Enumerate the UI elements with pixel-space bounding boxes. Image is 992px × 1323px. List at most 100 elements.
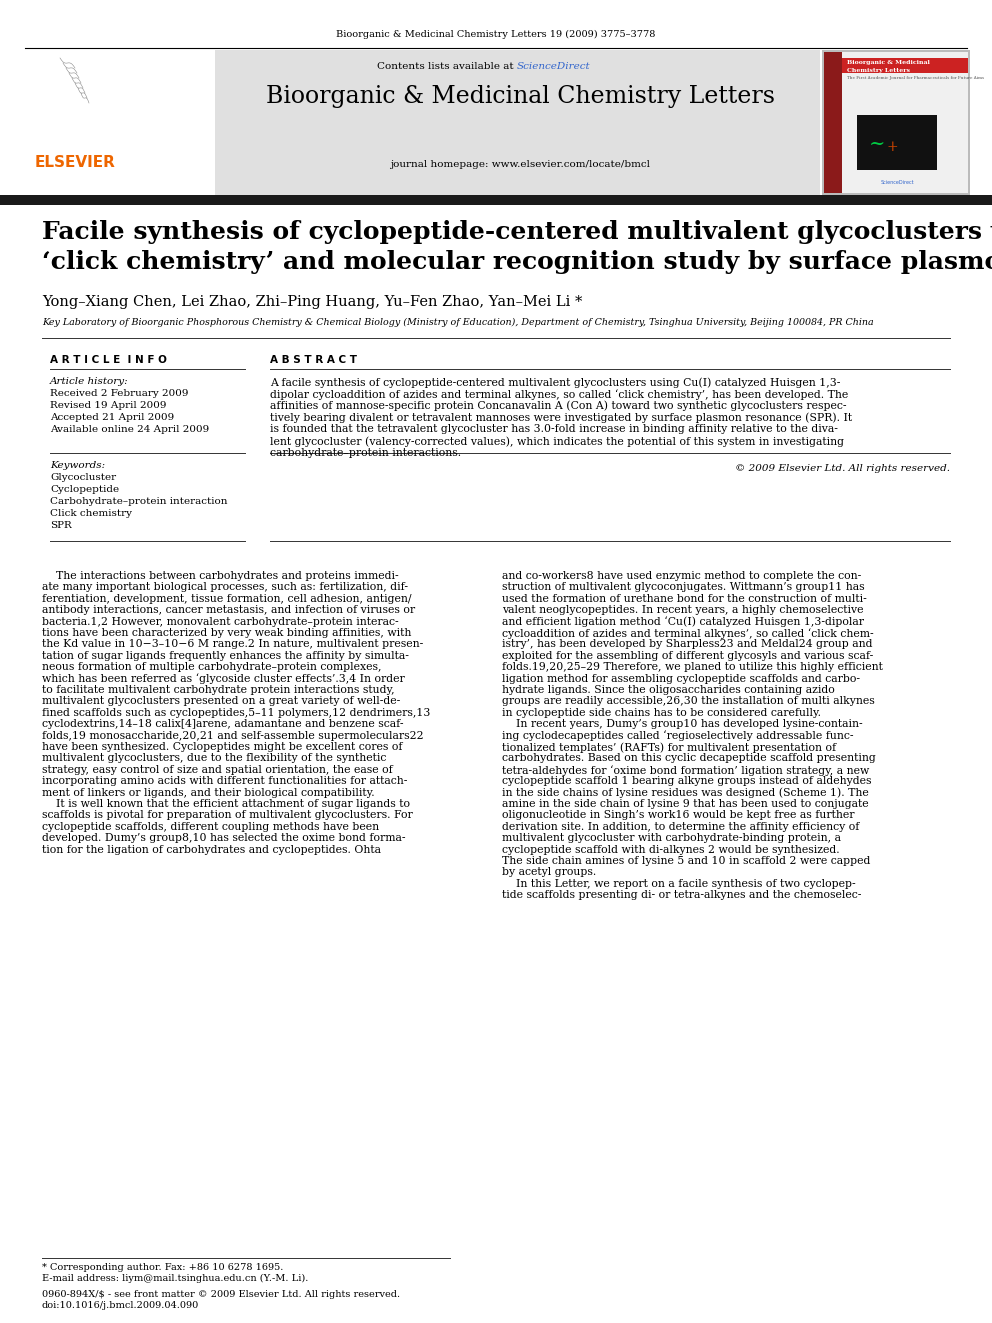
Text: valent neoglycopeptides. In recent years, a highly chemoselective: valent neoglycopeptides. In recent years… bbox=[502, 605, 863, 615]
Text: developed. Dumy’s group8,10 has selected the oxime bond forma-: developed. Dumy’s group8,10 has selected… bbox=[42, 833, 406, 843]
Text: Available online 24 April 2009: Available online 24 April 2009 bbox=[50, 425, 209, 434]
Text: lent glycocluster (valency-corrected values), which indicates the potential of t: lent glycocluster (valency-corrected val… bbox=[270, 437, 844, 447]
Text: affinities of mannose-specific protein Concanavalin A (Con A) toward two synthet: affinities of mannose-specific protein C… bbox=[270, 401, 846, 411]
Text: strategy, easy control of size and spatial orientation, the ease of: strategy, easy control of size and spati… bbox=[42, 765, 393, 775]
Text: Yong–Xiang Chen, Lei Zhao, Zhi–Ping Huang, Yu–Fen Zhao, Yan–Mei Li *: Yong–Xiang Chen, Lei Zhao, Zhi–Ping Huan… bbox=[42, 295, 582, 310]
Bar bbox=[842, 58, 968, 73]
Text: amine in the side chain of lysine 9 that has been used to conjugate: amine in the side chain of lysine 9 that… bbox=[502, 799, 869, 808]
Bar bbox=[857, 115, 937, 169]
Text: scaffolds is pivotal for preparation of multivalent glycoclusters. For: scaffolds is pivotal for preparation of … bbox=[42, 811, 413, 820]
Text: A facile synthesis of cyclopeptide-centered multivalent glycoclusters using Cu(I: A facile synthesis of cyclopeptide-cente… bbox=[270, 377, 840, 388]
Text: SPR: SPR bbox=[50, 521, 71, 531]
Text: cyclodextrins,14–18 calix[4]arene, adamantane and benzene scaf-: cyclodextrins,14–18 calix[4]arene, adama… bbox=[42, 720, 404, 729]
Bar bbox=[215, 50, 820, 194]
Text: © 2009 Elsevier Ltd. All rights reserved.: © 2009 Elsevier Ltd. All rights reserved… bbox=[735, 463, 950, 472]
Text: cyclopeptide scaffolds, different coupling methods have been: cyclopeptide scaffolds, different coupli… bbox=[42, 822, 379, 832]
Text: istry’, has been developed by Sharpless23 and Meldal24 group and: istry’, has been developed by Sharpless2… bbox=[502, 639, 873, 650]
Text: tions have been characterized by very weak binding affinities, with: tions have been characterized by very we… bbox=[42, 628, 412, 638]
Text: exploited for the assembling of different glycosyls and various scaf-: exploited for the assembling of differen… bbox=[502, 651, 873, 660]
Text: in cyclopeptide side chains has to be considered carefully.: in cyclopeptide side chains has to be co… bbox=[502, 708, 821, 718]
Text: Received 2 February 2009: Received 2 February 2009 bbox=[50, 389, 188, 398]
Text: hydrate ligands. Since the oligosaccharides containing azido: hydrate ligands. Since the oligosacchari… bbox=[502, 685, 834, 695]
Text: ‘click chemistry’ and molecular recognition study by surface plasmon resonance: ‘click chemistry’ and molecular recognit… bbox=[42, 250, 992, 274]
Text: The interactions between carbohydrates and proteins immedi-: The interactions between carbohydrates a… bbox=[42, 572, 399, 581]
Text: have been synthesized. Cyclopeptides might be excellent cores of: have been synthesized. Cyclopeptides mig… bbox=[42, 742, 403, 751]
Text: In recent years, Dumy’s group10 has developed lysine-contain-: In recent years, Dumy’s group10 has deve… bbox=[502, 720, 863, 729]
Text: cyclopeptide scaffold 1 bearing alkyne groups instead of aldehydes: cyclopeptide scaffold 1 bearing alkyne g… bbox=[502, 777, 872, 786]
Text: A R T I C L E  I N F O: A R T I C L E I N F O bbox=[50, 355, 167, 365]
Text: and efficient ligation method ‘Cu(I) catalyzed Huisgen 1,3-dipolar: and efficient ligation method ‘Cu(I) cat… bbox=[502, 617, 864, 627]
Text: It is well known that the efficient attachment of sugar ligands to: It is well known that the efficient atta… bbox=[42, 799, 410, 808]
Text: cycloaddition of azides and terminal alkynes’, so called ‘click chem-: cycloaddition of azides and terminal alk… bbox=[502, 628, 874, 639]
Text: carbohydrates. Based on this cyclic decapeptide scaffold presenting: carbohydrates. Based on this cyclic deca… bbox=[502, 753, 876, 763]
Text: tetra-aldehydes for ‘oxime bond formation’ ligation strategy, a new: tetra-aldehydes for ‘oxime bond formatio… bbox=[502, 765, 869, 775]
Text: neous formation of multiple carbohydrate–protein complexes,: neous formation of multiple carbohydrate… bbox=[42, 663, 382, 672]
Text: Bioorganic & Medicinal: Bioorganic & Medicinal bbox=[847, 60, 930, 65]
Text: doi:10.1016/j.bmcl.2009.04.090: doi:10.1016/j.bmcl.2009.04.090 bbox=[42, 1301, 199, 1310]
Bar bbox=[824, 52, 968, 193]
Text: used the formation of urethane bond for the construction of multi-: used the formation of urethane bond for … bbox=[502, 594, 867, 603]
Text: A B S T R A C T: A B S T R A C T bbox=[270, 355, 357, 365]
Text: in the side chains of lysine residues was designed (Scheme 1). The: in the side chains of lysine residues wa… bbox=[502, 787, 869, 798]
Text: Key Laboratory of Bioorganic Phosphorous Chemistry & Chemical Biology (Ministry : Key Laboratory of Bioorganic Phosphorous… bbox=[42, 318, 874, 327]
Text: Article history:: Article history: bbox=[50, 377, 129, 386]
Text: ligation method for assembling cyclopeptide scaffolds and carbo-: ligation method for assembling cyclopept… bbox=[502, 673, 860, 684]
Text: ELSEVIER: ELSEVIER bbox=[35, 155, 116, 169]
Text: oligonucleotide in Singh’s work16 would be kept free as further: oligonucleotide in Singh’s work16 would … bbox=[502, 811, 854, 820]
Text: multivalent glycoclusters presented on a great variety of well-de-: multivalent glycoclusters presented on a… bbox=[42, 696, 400, 706]
Text: tively bearing divalent or tetravalent mannoses were investigated by surface pla: tively bearing divalent or tetravalent m… bbox=[270, 413, 852, 423]
Text: 0960-894X/$ - see front matter © 2009 Elsevier Ltd. All rights reserved.: 0960-894X/$ - see front matter © 2009 El… bbox=[42, 1290, 400, 1299]
Text: cyclopeptide scaffold with di-alkynes 2 would be synthesized.: cyclopeptide scaffold with di-alkynes 2 … bbox=[502, 844, 839, 855]
Text: journal homepage: www.elsevier.com/locate/bmcl: journal homepage: www.elsevier.com/locat… bbox=[390, 160, 650, 169]
Text: E-mail address: liym@mail.tsinghua.edu.cn (Y.-M. Li).: E-mail address: liym@mail.tsinghua.edu.c… bbox=[42, 1274, 309, 1283]
Bar bbox=[0, 194, 992, 205]
Text: Keywords:: Keywords: bbox=[50, 460, 105, 470]
Text: tation of sugar ligands frequently enhances the affinity by simulta-: tation of sugar ligands frequently enhan… bbox=[42, 651, 409, 660]
Text: ~: ~ bbox=[869, 135, 885, 153]
Text: folds,19 monosaccharide,20,21 and self-assemble supermoleculars22: folds,19 monosaccharide,20,21 and self-a… bbox=[42, 730, 424, 741]
Text: tion for the ligation of carbohydrates and cyclopeptides. Ohta: tion for the ligation of carbohydrates a… bbox=[42, 844, 381, 855]
Text: ing cyclodecapeptides called ‘regioselectively addressable func-: ing cyclodecapeptides called ‘regioselec… bbox=[502, 730, 853, 741]
Text: bacteria.1,2 However, monovalent carbohydrate–protein interac-: bacteria.1,2 However, monovalent carbohy… bbox=[42, 617, 399, 627]
Text: Contents lists available at: Contents lists available at bbox=[377, 62, 517, 71]
Text: ScienceDirect: ScienceDirect bbox=[880, 180, 914, 185]
Text: The First Academic Journal for Pharmaceuticals for Future Aims: The First Academic Journal for Pharmaceu… bbox=[847, 75, 984, 79]
Text: The side chain amines of lysine 5 and 10 in scaffold 2 were capped: The side chain amines of lysine 5 and 10… bbox=[502, 856, 870, 867]
Text: and co-workers8 have used enzymic method to complete the con-: and co-workers8 have used enzymic method… bbox=[502, 572, 861, 581]
Text: ate many important biological processes, such as: fertilization, dif-: ate many important biological processes,… bbox=[42, 582, 408, 593]
Text: Glycocluster: Glycocluster bbox=[50, 474, 116, 482]
Text: Revised 19 April 2009: Revised 19 April 2009 bbox=[50, 401, 167, 410]
Text: tionalized templates’ (RAFTs) for multivalent presentation of: tionalized templates’ (RAFTs) for multiv… bbox=[502, 742, 836, 753]
Text: folds.19,20,25–29 Therefore, we planed to utilize this highly efficient: folds.19,20,25–29 Therefore, we planed t… bbox=[502, 663, 883, 672]
Bar bbox=[824, 52, 842, 193]
Text: multivalent glycoclusters, due to the flexibility of the synthetic: multivalent glycoclusters, due to the fl… bbox=[42, 753, 386, 763]
Text: carbohydrate–protein interactions.: carbohydrate–protein interactions. bbox=[270, 447, 461, 458]
Bar bbox=[822, 50, 970, 194]
Text: derivation site. In addition, to determine the affinity efficiency of: derivation site. In addition, to determi… bbox=[502, 822, 859, 832]
Text: Facile synthesis of cyclopeptide-centered multivalent glycoclusters with: Facile synthesis of cyclopeptide-centere… bbox=[42, 220, 992, 243]
Text: by acetyl groups.: by acetyl groups. bbox=[502, 868, 596, 877]
Text: incorporating amino acids with different functionalities for attach-: incorporating amino acids with different… bbox=[42, 777, 408, 786]
Text: tide scaffolds presenting di- or tetra-alkynes and the chemoselec-: tide scaffolds presenting di- or tetra-a… bbox=[502, 890, 861, 900]
Text: * Corresponding author. Fax: +86 10 6278 1695.: * Corresponding author. Fax: +86 10 6278… bbox=[42, 1263, 284, 1271]
Text: groups are readily accessible,26,30 the installation of multi alkynes: groups are readily accessible,26,30 the … bbox=[502, 696, 875, 706]
Text: Click chemistry: Click chemistry bbox=[50, 509, 132, 519]
Text: struction of multivalent glycoconjugates. Wittmann’s group11 has: struction of multivalent glycoconjugates… bbox=[502, 582, 865, 593]
Text: is founded that the tetravalent glycocluster has 3.0-fold increase in binding af: is founded that the tetravalent glycoclu… bbox=[270, 425, 838, 434]
Text: Bioorganic & Medicinal Chemistry Letters 19 (2009) 3775–3778: Bioorganic & Medicinal Chemistry Letters… bbox=[336, 30, 656, 40]
Text: +: + bbox=[886, 140, 898, 153]
Bar bbox=[842, 52, 968, 193]
Text: Carbohydrate–protein interaction: Carbohydrate–protein interaction bbox=[50, 497, 227, 505]
Text: In this Letter, we report on a facile synthesis of two cyclopep-: In this Letter, we report on a facile sy… bbox=[502, 878, 856, 889]
Text: ferentiation, development, tissue formation, cell adhesion, antigen/: ferentiation, development, tissue format… bbox=[42, 594, 412, 603]
Text: the Kd value in 10−3–10−6 M range.2 In nature, multivalent presen-: the Kd value in 10−3–10−6 M range.2 In n… bbox=[42, 639, 424, 650]
Text: Accepted 21 April 2009: Accepted 21 April 2009 bbox=[50, 413, 175, 422]
Text: Cyclopeptide: Cyclopeptide bbox=[50, 486, 119, 493]
Text: Bioorganic & Medicinal Chemistry Letters: Bioorganic & Medicinal Chemistry Letters bbox=[266, 85, 775, 108]
Text: antibody interactions, cancer metastasis, and infection of viruses or: antibody interactions, cancer metastasis… bbox=[42, 605, 415, 615]
Text: Chemistry Letters: Chemistry Letters bbox=[847, 67, 910, 73]
Text: multivalent glycocluster with carbohydrate-binding protein, a: multivalent glycocluster with carbohydra… bbox=[502, 833, 841, 843]
Text: ment of linkers or ligands, and their biological compatibility.: ment of linkers or ligands, and their bi… bbox=[42, 787, 375, 798]
Bar bbox=[0, 50, 215, 194]
Text: dipolar cycloaddition of azides and terminal alkynes, so called ‘click chemistry: dipolar cycloaddition of azides and term… bbox=[270, 389, 848, 400]
